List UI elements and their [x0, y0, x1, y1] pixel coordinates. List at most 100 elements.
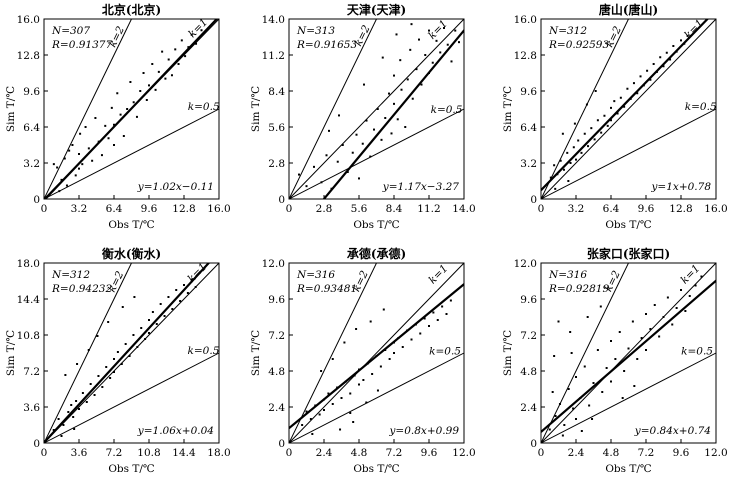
data-point: [683, 42, 686, 45]
data-point: [309, 418, 312, 420]
data-point: [74, 174, 77, 177]
plot-area: [289, 19, 464, 199]
data-point: [336, 160, 339, 163]
ref-line-k1: [289, 19, 464, 199]
data-point: [198, 272, 201, 274]
data-point: [339, 428, 342, 431]
data-point: [404, 126, 407, 128]
data-point: [587, 145, 590, 148]
data-point: [325, 154, 328, 157]
data-point: [662, 65, 665, 68]
data-point: [363, 83, 365, 86]
data-point: [154, 88, 157, 91]
plot-frame: [43, 262, 220, 444]
plot-frame: [288, 262, 465, 444]
data-point: [680, 289, 682, 291]
data-point: [313, 165, 315, 168]
y-tick-label: 9.6: [268, 294, 285, 306]
data-point: [353, 374, 356, 377]
x-axis-label: Obs T/℃: [353, 463, 400, 475]
data-point: [393, 74, 395, 77]
stat-r: R=0.94232: [51, 283, 112, 295]
data-point: [606, 124, 609, 127]
data-point: [105, 366, 108, 368]
data-point: [175, 289, 178, 291]
data-point: [556, 173, 559, 176]
data-point: [331, 403, 334, 405]
data-point: [614, 358, 617, 360]
fit-equation: y=1.06x+0.04: [137, 425, 214, 437]
ref-line-label: k=0.5: [431, 104, 463, 116]
data-point: [686, 34, 689, 37]
plot-frame: [540, 18, 717, 200]
data-point: [351, 151, 354, 154]
data-point: [580, 151, 583, 154]
ref-line-k0.5: [44, 108, 219, 199]
ref-line-label: k=1: [426, 18, 450, 42]
data-point: [666, 296, 669, 299]
data-point: [355, 133, 358, 136]
fit-equation: y=0.8x+0.99: [388, 425, 459, 437]
data-point: [323, 409, 325, 411]
data-point: [56, 166, 59, 169]
data-point: [87, 147, 90, 150]
ref-line-k2: [44, 19, 133, 199]
data-point: [401, 346, 404, 348]
data-point: [65, 184, 68, 187]
y-tick-label: 7.2: [520, 330, 537, 342]
data-point: [675, 307, 678, 309]
data-point: [314, 404, 317, 407]
data-point: [381, 56, 384, 59]
plot-area: [541, 263, 716, 443]
y-tick-label: 2.4: [520, 402, 537, 414]
data-point: [419, 332, 422, 335]
ref-line-k2: [44, 263, 133, 443]
data-point: [81, 163, 84, 166]
data-point: [97, 140, 100, 143]
data-point: [129, 81, 132, 83]
data-point: [164, 77, 167, 80]
data-point: [646, 69, 649, 72]
data-point: [91, 159, 94, 162]
data-point: [94, 117, 97, 119]
data-point: [397, 337, 400, 339]
data-point: [432, 311, 435, 314]
data-point: [694, 284, 697, 287]
x-tick-label: 16.0: [207, 203, 230, 215]
data-point: [603, 114, 606, 117]
y-tick-label: 16.0: [17, 14, 40, 26]
data-point: [301, 424, 304, 426]
data-point: [443, 27, 445, 29]
data-point: [75, 400, 78, 402]
data-point: [341, 144, 344, 146]
x-tick-label: 0: [41, 447, 48, 459]
ref-line-k1: [541, 19, 716, 199]
data-point: [96, 335, 99, 337]
data-point: [375, 355, 378, 357]
data-point: [170, 74, 173, 77]
data-point: [376, 389, 379, 392]
data-point: [76, 363, 79, 365]
data-point: [148, 319, 150, 321]
data-point: [439, 51, 442, 54]
chart-title: 衡水(衡水): [102, 246, 161, 261]
data-point: [78, 167, 80, 170]
data-point: [157, 70, 160, 73]
data-point: [669, 58, 672, 61]
data-point: [97, 375, 100, 377]
data-point: [84, 126, 87, 128]
data-point: [190, 33, 193, 36]
y-tick-label: 0: [530, 438, 537, 450]
data-point: [588, 404, 591, 407]
plot-area: [541, 19, 716, 199]
y-tick-label: 9.6: [520, 294, 537, 306]
data-point: [318, 413, 321, 416]
data-point: [110, 106, 113, 109]
data-point: [399, 59, 402, 62]
data-point: [179, 300, 182, 302]
data-point: [151, 311, 154, 313]
data-point: [116, 351, 119, 353]
data-point: [626, 87, 629, 90]
data-point: [610, 380, 612, 383]
y-tick-label: 14.0: [262, 14, 285, 26]
